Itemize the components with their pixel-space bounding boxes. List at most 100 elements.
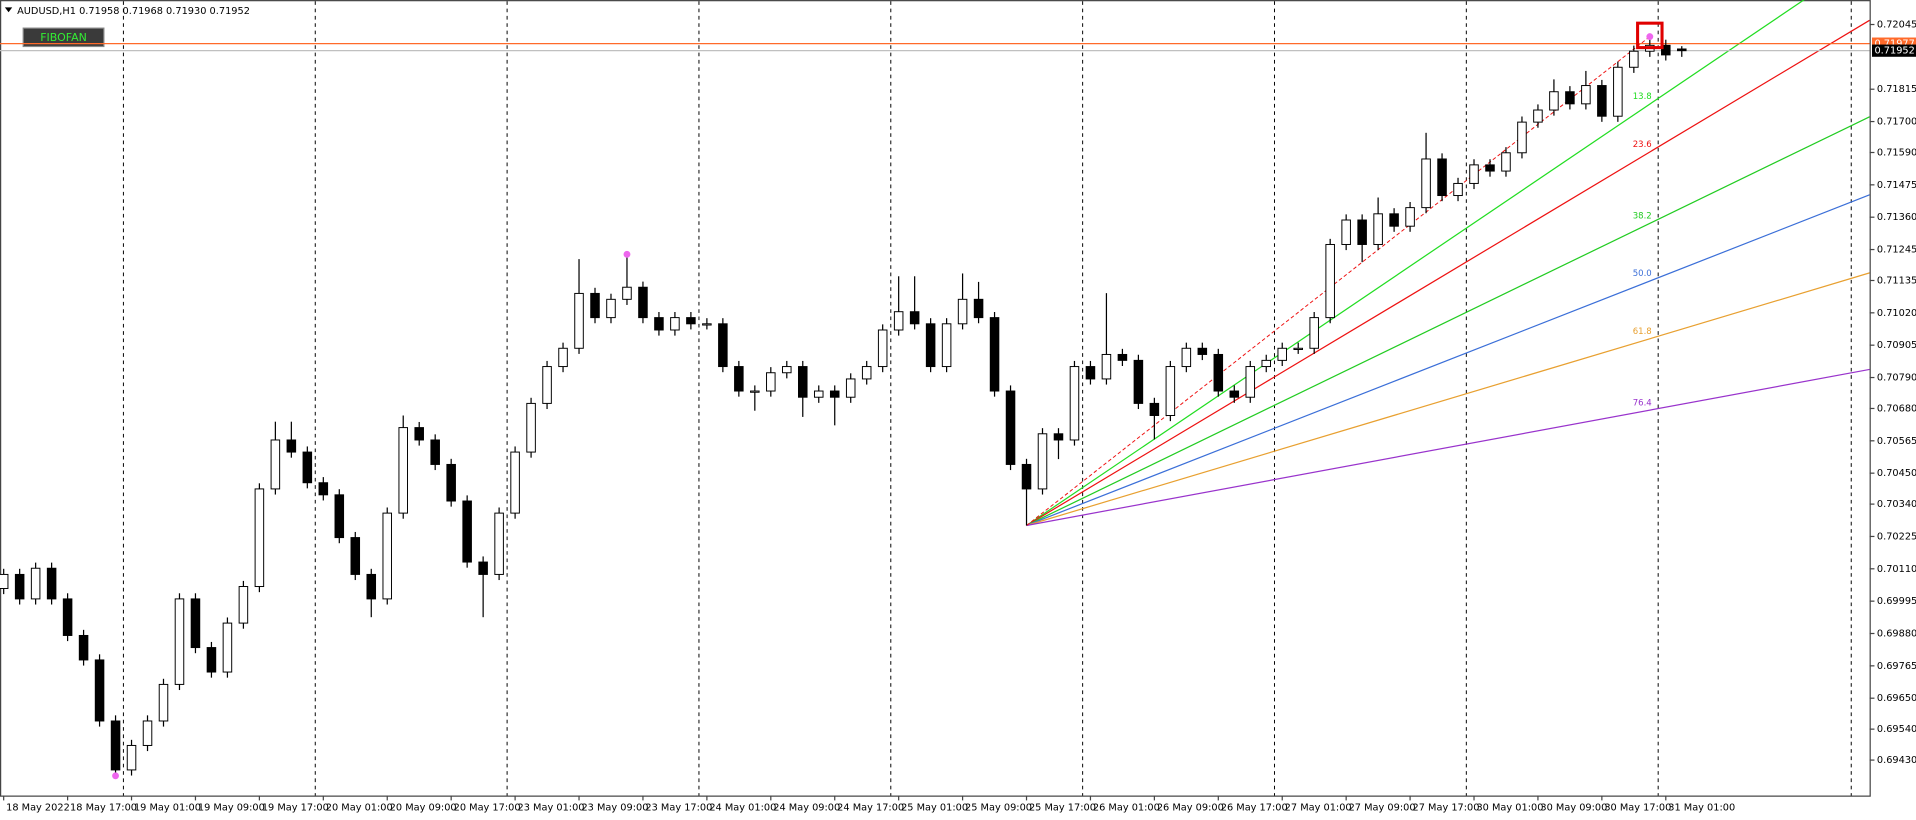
candle-body xyxy=(829,390,840,398)
candle-body xyxy=(925,323,936,368)
candle-body xyxy=(526,402,536,453)
fan-line xyxy=(1026,194,1870,527)
y-tick-label: 0.70680 xyxy=(1877,403,1916,414)
candle-body xyxy=(174,598,185,685)
y-tick-label: 0.69540 xyxy=(1877,724,1916,735)
candle-body xyxy=(1581,85,1591,105)
candle-body xyxy=(798,366,808,398)
x-tick-label: 26 May 09:00 xyxy=(1157,803,1224,814)
candle-body xyxy=(78,634,89,661)
candle-body xyxy=(1005,390,1016,465)
fan-level-label: 76.4 xyxy=(1633,398,1652,408)
candle-body xyxy=(1261,359,1272,368)
candle-body xyxy=(1517,121,1527,154)
fan-line xyxy=(1026,19,1870,527)
x-tick-label: 25 May 01:00 xyxy=(901,803,968,814)
candle-body xyxy=(46,567,57,600)
candle-body xyxy=(622,286,632,300)
fan-level-label: 38.2 xyxy=(1633,212,1652,222)
candle-body xyxy=(782,366,792,374)
candle-body xyxy=(1437,158,1447,197)
x-tick-label: 23 May 17:00 xyxy=(645,803,712,814)
candle-body xyxy=(1229,390,1240,398)
button-label[interactable]: FIBOFAN xyxy=(40,31,87,44)
candle-body xyxy=(1309,317,1319,349)
candle-body xyxy=(1101,353,1112,380)
candle-body xyxy=(861,366,872,380)
candle-body xyxy=(446,463,456,502)
candle-body xyxy=(302,451,313,484)
candle-body xyxy=(1149,402,1160,416)
candle-body xyxy=(1389,213,1399,227)
candle-body xyxy=(1165,366,1176,416)
candle-body xyxy=(558,347,568,368)
fan-trend-line xyxy=(1026,36,1651,526)
candle-body xyxy=(1341,219,1351,245)
x-tick-label: 27 May 17:00 xyxy=(1413,803,1480,814)
x-tick-label: 20 May 17:00 xyxy=(454,803,521,814)
candle-body xyxy=(845,378,856,398)
candle-body xyxy=(462,500,472,563)
x-tick-label: 27 May 09:00 xyxy=(1349,803,1416,814)
candle-body xyxy=(1245,366,1256,398)
fan-line xyxy=(1026,116,1870,527)
candle-body xyxy=(1405,207,1415,227)
fan-level-label: 50.0 xyxy=(1633,269,1652,279)
x-tick-label: 18 May 17:00 xyxy=(70,803,137,814)
candle-body xyxy=(238,586,249,624)
plot-content xyxy=(0,0,1870,780)
y-tick-label: 0.70110 xyxy=(1877,564,1916,575)
candle-body xyxy=(670,317,680,331)
candle-body xyxy=(813,390,824,398)
candle-body xyxy=(318,482,329,496)
candle-body xyxy=(1325,243,1335,319)
candle-body xyxy=(142,720,153,746)
candle-body xyxy=(334,494,345,539)
candle-body xyxy=(222,622,233,673)
x-tick-label: 24 May 17:00 xyxy=(837,803,904,814)
candle-body xyxy=(126,744,137,771)
x-tick-label: 30 May 09:00 xyxy=(1540,803,1607,814)
candle-body xyxy=(574,292,584,349)
candle-body xyxy=(638,286,648,319)
x-tick-label: 19 May 09:00 xyxy=(198,803,265,814)
candle-body xyxy=(366,573,377,600)
y-tick-label: 0.69880 xyxy=(1877,628,1916,639)
fractal-marker xyxy=(1646,33,1654,41)
candle-body xyxy=(1133,359,1144,404)
y-tick-label: 0.71590 xyxy=(1877,147,1916,158)
y-tick-label: 0.69765 xyxy=(1877,661,1916,672)
button-box[interactable] xyxy=(22,27,105,48)
candle-body xyxy=(1085,366,1096,380)
fibofan-button[interactable]: FIBOFAN xyxy=(22,27,105,48)
y-tick-label: 0.70340 xyxy=(1877,499,1916,510)
candle-body xyxy=(1549,91,1559,111)
y-tick-label: 0.69650 xyxy=(1877,693,1916,704)
y-tick-label: 0.71815 xyxy=(1877,84,1916,95)
candle-body xyxy=(542,366,552,404)
candle-body xyxy=(158,683,169,722)
y-tick-label: 0.70905 xyxy=(1877,340,1916,351)
candle-body xyxy=(110,720,121,771)
candle-body xyxy=(766,372,776,392)
candle-body xyxy=(1181,347,1192,368)
x-tick-label: 23 May 01:00 xyxy=(518,803,585,814)
candle-body xyxy=(94,659,105,722)
menu-arrow[interactable] xyxy=(4,7,13,13)
candle-body xyxy=(686,317,696,325)
candle-body xyxy=(1469,164,1479,184)
x-tick-label: 26 May 17:00 xyxy=(1221,803,1288,814)
x-tick-label: 19 May 17:00 xyxy=(262,803,329,814)
x-tick-label: 26 May 01:00 xyxy=(1093,803,1160,814)
y-tick-label: 0.71135 xyxy=(1877,275,1916,286)
candle-body xyxy=(957,298,968,325)
y-tick-label: 0.71475 xyxy=(1877,180,1916,191)
candle-body xyxy=(478,561,488,575)
candle-body xyxy=(14,573,25,600)
candle-body xyxy=(1485,164,1495,172)
x-tick-label: 27 May 01:00 xyxy=(1285,803,1352,814)
candle-body xyxy=(0,573,9,589)
candle-body xyxy=(270,439,281,490)
